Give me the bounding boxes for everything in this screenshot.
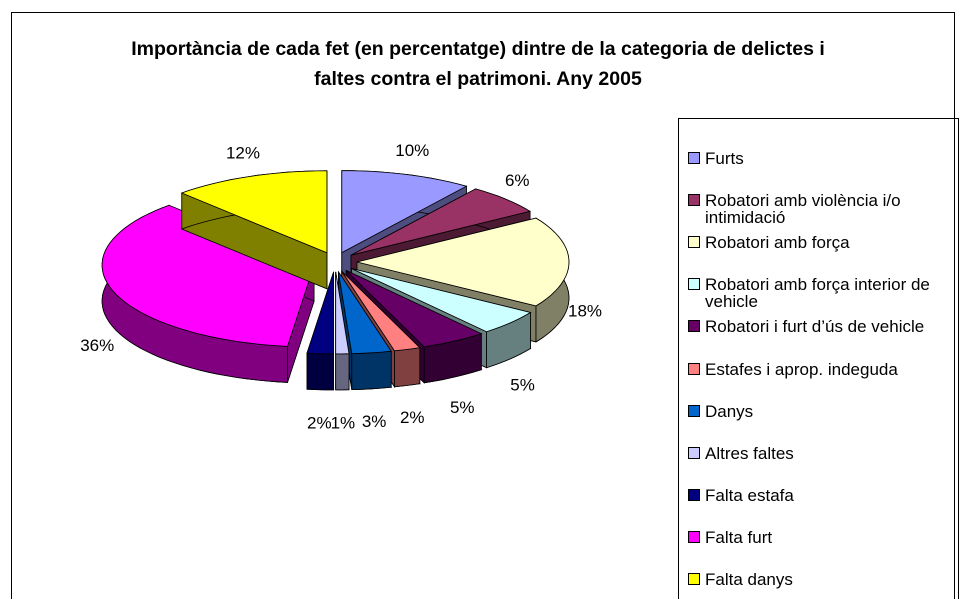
slice-top: [350, 188, 532, 256]
slice: [306, 271, 334, 391]
legend-label: Robatori i furt d’ús de vehicle: [705, 317, 925, 337]
data-label: 12%: [226, 143, 260, 162]
legend-label: Falta furt: [705, 527, 773, 547]
slice: [335, 271, 350, 391]
legend-swatch: [688, 446, 700, 459]
data-label: 2%: [400, 408, 425, 427]
data-label: 36%: [80, 336, 114, 355]
legend-label: Altres faltes: [705, 443, 794, 463]
slice: [338, 270, 392, 391]
slice-wall: [394, 347, 421, 388]
data-label: 3%: [362, 412, 387, 431]
slice: [101, 204, 315, 383]
legend-swatch: [688, 404, 700, 417]
legend-label: Falta danys: [705, 570, 793, 589]
legend-label: Robatori amb violència i/o intimidació: [705, 191, 901, 228]
slice-top: [341, 170, 468, 254]
data-label: 5%: [450, 398, 475, 417]
slice-top: [356, 217, 570, 307]
data-label: 10%: [395, 141, 429, 160]
slice-top: [306, 271, 334, 355]
legend-swatch: [688, 362, 700, 375]
data-label: 6%: [505, 171, 530, 190]
legend-label: Danys: [705, 401, 754, 421]
slice-top: [351, 268, 532, 333]
slice-top: [180, 170, 328, 254]
slice-wall: [335, 353, 350, 391]
legend-label: Robatori amb força: [705, 233, 850, 253]
legend-label: Falta estafa: [705, 485, 794, 505]
legend: Furts Robatori amb violència i/o intimida…: [678, 118, 959, 599]
legend-label: Furts: [705, 149, 744, 168]
legend-swatch: [688, 530, 700, 543]
slice-top: [338, 271, 392, 355]
legend-label: Estafes i aprop. indeguda: [705, 359, 898, 379]
legend-swatch: [688, 236, 700, 249]
legend-swatch: [688, 194, 700, 207]
legend-swatch: [688, 152, 700, 164]
data-label: 18%: [568, 301, 602, 320]
chart-frame: [11, 12, 955, 599]
data-label: 2%: [307, 413, 332, 432]
legend-label: Robatori amb força interior de vehicle: [705, 275, 930, 312]
legend-swatch: [688, 573, 700, 585]
slice-wall: [306, 352, 334, 391]
chart-title: Importància de cada fet (en percentatge)…: [131, 38, 825, 90]
slice: [180, 170, 328, 290]
slice-top: [341, 271, 421, 352]
slice-top: [345, 270, 483, 348]
slice-top: [101, 204, 315, 347]
legend-swatch: [688, 488, 700, 501]
slice-wall: [351, 350, 392, 391]
data-label: 1%: [331, 413, 356, 432]
slice-top: [335, 271, 350, 355]
data-label: 5%: [510, 376, 535, 395]
legend-swatch: [688, 278, 700, 291]
legend-swatch: [688, 320, 700, 333]
